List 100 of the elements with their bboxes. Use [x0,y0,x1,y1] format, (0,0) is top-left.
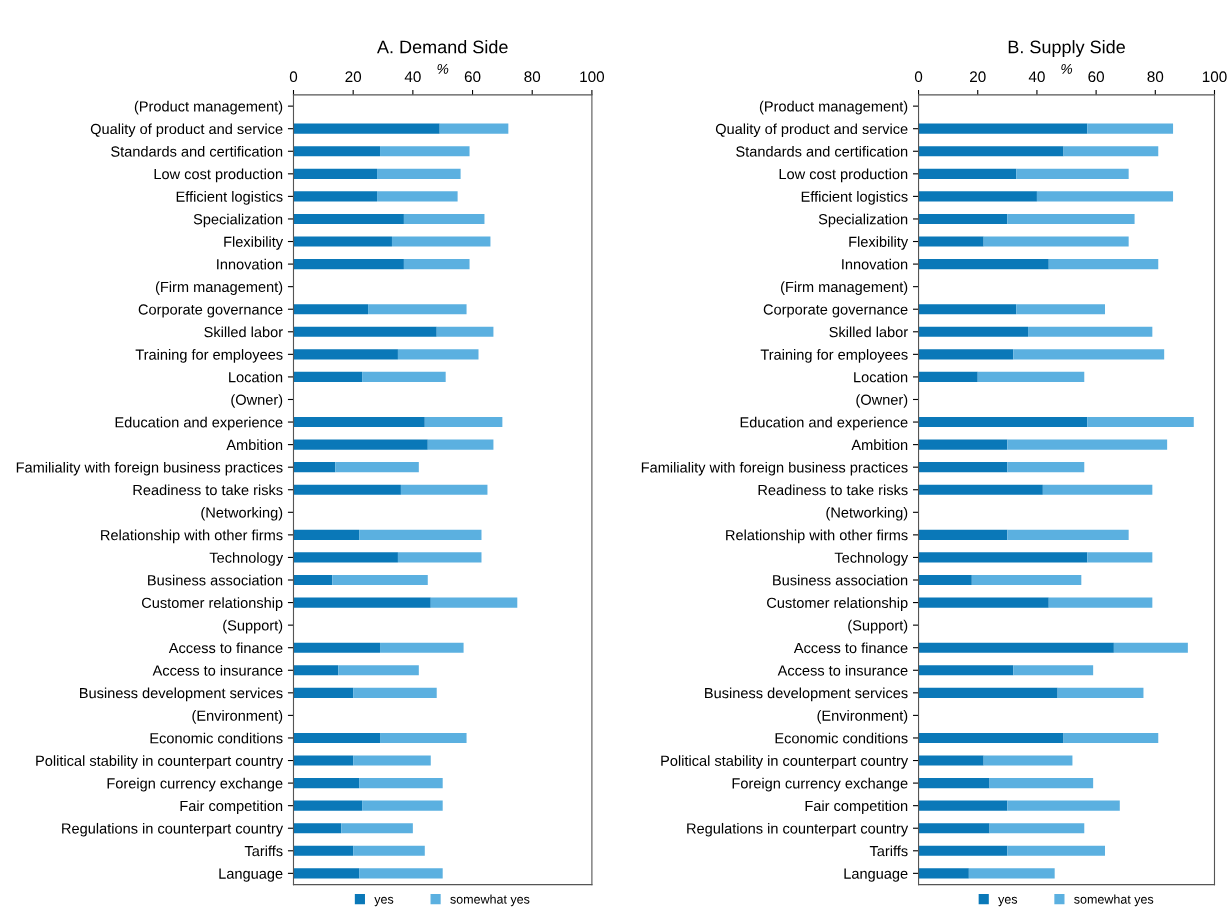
y-tick-label: Familiality with foreign business practices [641,461,908,476]
bar [1007,800,1120,811]
bar [293,845,354,856]
y-tick-label: Familiality with foreign business practices [16,461,283,476]
bar [380,732,467,744]
bar [430,597,518,608]
y-tick-label: Corporate governance [138,304,283,318]
bar [293,529,360,540]
y-tick-label: Training for employees [135,349,283,363]
y-tick-label: Fair competition [805,800,908,814]
bar [403,259,470,270]
y-tick-label: Business association [148,574,283,586]
x-axis-title: % [437,64,449,74]
y-tick-label: Readiness to take risks [758,484,908,496]
bar [427,439,494,450]
y-tick-label: Tariffs [869,845,908,857]
x-tick-label: 100 [580,71,605,83]
bar [359,778,443,789]
bar [918,191,1037,202]
x-tick-label: 0 [289,71,298,83]
bar [293,552,398,563]
bar [918,732,1064,744]
legend-label: yes [998,896,1018,907]
bar [338,665,419,676]
bar [918,439,1008,450]
y-tick-label: Flexibility [849,236,909,250]
bar [968,868,1055,879]
bar [918,665,1014,676]
bar [918,326,1029,337]
bar [1007,845,1105,856]
bar [293,597,431,608]
bar [400,484,488,495]
bar [918,371,978,382]
bar [989,778,1094,789]
y-tick-label: Readiness to take risks [133,484,283,496]
y-tick-label: Access to finance [168,642,283,654]
bar [293,416,425,428]
y-tick-label: Efficient logistics [801,191,908,205]
bar [1057,687,1144,698]
bar [918,462,1008,473]
y-tick-label: Access to insurance [777,664,908,676]
y-tick-label: Ambition [226,439,283,451]
bar [335,462,419,473]
y-tick-label: (Networking) [826,507,908,521]
bar [1007,462,1085,473]
bar [1016,168,1129,179]
x-tick-label: 20 [345,71,362,83]
bar [918,800,1008,811]
bar [353,687,437,698]
y-tick-label: Quality of product and service [90,123,283,138]
bar [293,146,381,157]
bar [293,642,381,653]
bar [341,823,413,834]
y-tick-label: Business association [773,574,908,586]
bar [380,146,470,157]
bar [1013,665,1094,676]
bar [918,868,969,879]
y-tick-label: Political stability in counterpart country [36,755,284,769]
bar [918,597,1049,608]
y-tick-label: Flexibility [224,236,284,250]
bar [918,755,984,766]
y-tick-label: (Owner) [856,394,908,408]
y-tick-label: Political stability in counterpart country [661,755,909,769]
y-tick-label: Specialization [193,213,283,228]
y-tick-label: Foreign currency exchange [107,777,283,792]
bar [293,259,404,270]
bar [377,191,458,202]
chart-title: A. Demand Side [377,40,508,54]
bar [293,574,333,586]
y-tick-label: (Support) [223,619,283,634]
bar [1048,259,1159,270]
bar [293,484,401,495]
y-tick-label: Corporate governance [763,304,908,318]
y-tick-label: Innovation [217,258,283,270]
y-tick-label: (Environment) [192,710,283,724]
y-tick-label: Tariffs [244,845,283,857]
y-tick-label: Specialization [818,213,908,228]
bar [293,191,378,202]
y-tick-label: Skilled labor [204,326,283,338]
x-tick-label: 0 [914,71,923,83]
bar [403,213,485,225]
bar [1113,642,1188,653]
bar [436,326,494,337]
y-tick-label: Fair competition [180,800,283,814]
bar [353,845,425,856]
y-tick-label: Location [854,371,908,383]
bar [918,823,990,834]
y-tick-label: Economic conditions [150,732,283,744]
bar [293,439,428,450]
y-tick-label: (Support) [848,619,908,634]
bar [918,236,984,247]
bar [1007,439,1168,450]
bar [293,800,363,811]
bar [293,462,336,473]
bar [1028,326,1153,337]
chart-title: B. Supply Side [1008,40,1125,57]
y-tick-label: Relationship with other firms [101,529,283,544]
y-tick-label: Standards and certification [736,145,908,157]
y-tick-label: Relationship with other firms [726,529,908,544]
bar [989,823,1085,834]
